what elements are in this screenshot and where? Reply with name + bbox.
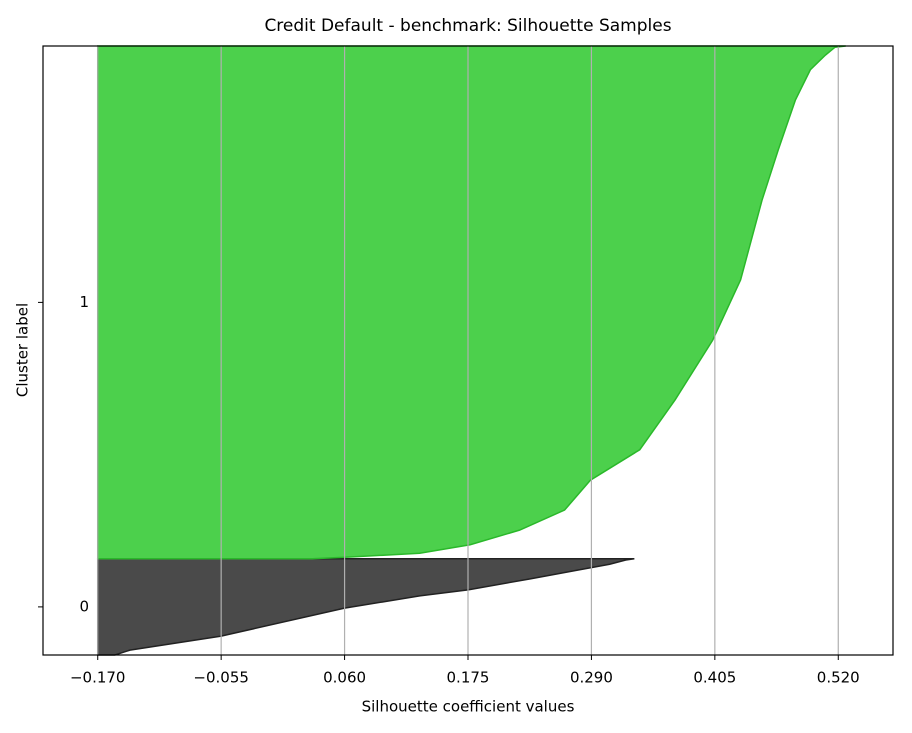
x-tick-label: 0.175 bbox=[447, 669, 490, 687]
x-axis-label: Silhouette coefficient values bbox=[362, 698, 575, 716]
x-tick-label: 0.290 bbox=[570, 669, 613, 687]
x-tick-label: −0.170 bbox=[70, 669, 126, 687]
chart-title: Credit Default - benchmark: Silhouette S… bbox=[264, 16, 671, 36]
cluster-area bbox=[96, 558, 635, 656]
x-tick-label: 0.405 bbox=[693, 669, 736, 687]
cluster-area bbox=[96, 45, 846, 560]
y-tick-label: 0 bbox=[79, 597, 89, 615]
y-axis-label: Cluster label bbox=[14, 303, 32, 397]
x-tick-label: −0.055 bbox=[193, 669, 249, 687]
x-tick-label: 0.520 bbox=[817, 669, 860, 687]
y-tick-label: 1 bbox=[79, 293, 89, 311]
x-tick-label: 0.060 bbox=[323, 669, 366, 687]
plot-frame bbox=[42, 45, 894, 656]
